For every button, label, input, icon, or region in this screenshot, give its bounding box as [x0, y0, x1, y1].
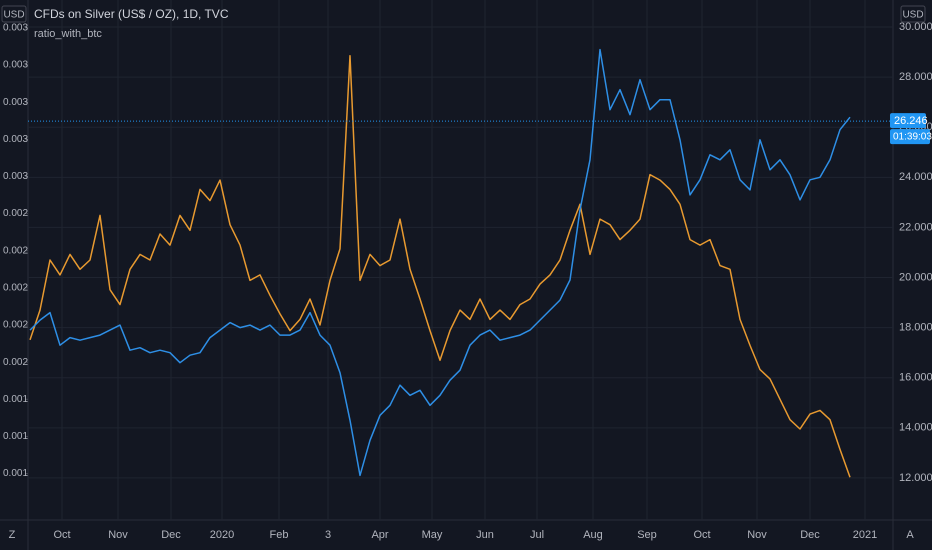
x-tick-label: May — [422, 529, 443, 541]
corner-button[interactable]: A — [906, 529, 914, 541]
y2-tick-label: 12.000 — [899, 472, 932, 484]
axes: 12.000 14.000 16.000 18.000 20.000 22.000 24.0… — [3, 21, 932, 541]
x-tick-label: Feb — [270, 529, 289, 541]
x-tick-label: Dec — [800, 529, 820, 541]
x-tick-label: Nov — [747, 529, 767, 541]
y2-tick-label: 18.000 — [899, 322, 932, 334]
plot — [28, 48, 893, 478]
countdown-box — [890, 129, 930, 145]
y-tick-label: 0.001 — [3, 468, 28, 479]
corner-button[interactable]: Z — [9, 529, 16, 541]
unit-box — [1, 5, 27, 23]
y-tick-label: 0.002 — [3, 208, 28, 219]
price-label-box — [890, 113, 926, 129]
y2-tick-label: 16.000 — [899, 372, 932, 384]
left-unit: USD — [3, 10, 24, 21]
right-unit: USD — [902, 10, 923, 21]
unit-box — [900, 5, 926, 23]
y-tick-label: 0.001 — [3, 431, 28, 442]
y2-tick-label: 22.000 — [899, 221, 932, 233]
x-tick-label: Jul — [530, 529, 544, 541]
y-tick-label: 0.003 — [3, 171, 28, 182]
y2-tick-label: 28.000 — [899, 71, 932, 83]
x-tick-label: Aug — [583, 529, 603, 541]
x-tick-label: 3 — [325, 529, 331, 541]
x-tick-label: 2020 — [210, 529, 234, 541]
y2-tick-label: 30.000 — [899, 21, 932, 33]
y2-tick-label: 14.000 — [899, 422, 932, 434]
y2-tick-label: 24.000 — [899, 171, 932, 183]
x-tick-label: Sep — [637, 529, 657, 541]
x-tick-label: Apr — [371, 529, 388, 541]
y-tick-label: 0.003 — [3, 134, 28, 145]
x-tick-label: 2021 — [853, 529, 877, 541]
price-label: 26.246 — [894, 115, 928, 127]
y-tick-label: 0.003 — [3, 22, 28, 33]
y-tick-label: 0.002 — [3, 357, 28, 368]
x-tick-label: Nov — [108, 529, 128, 541]
countdown: 01:39:03 — [893, 132, 932, 143]
y-tick-label: 0.001 — [3, 394, 28, 405]
x-tick-label: Oct — [53, 529, 70, 541]
series-line — [29, 48, 851, 477]
y2-tick-label: 20.000 — [899, 271, 932, 283]
grid — [28, 0, 893, 520]
x-tick-label: Dec — [161, 529, 181, 541]
y-tick-label: 0.002 — [3, 245, 28, 256]
x-tick-label: Jun — [476, 529, 494, 541]
y-tick-label: 0.002 — [3, 282, 28, 293]
series-line — [29, 54, 851, 478]
x-tick-label: Oct — [693, 529, 710, 541]
subtitle: ratio_with_btc — [34, 28, 102, 40]
y-tick-label: 0.002 — [3, 320, 28, 331]
y-tick-label: 0.003 — [3, 60, 28, 71]
y-tick-label: 0.003 — [3, 97, 28, 108]
chart-title: CFDs on Silver (US$ / OZ), 1D, TVC — [34, 7, 229, 21]
